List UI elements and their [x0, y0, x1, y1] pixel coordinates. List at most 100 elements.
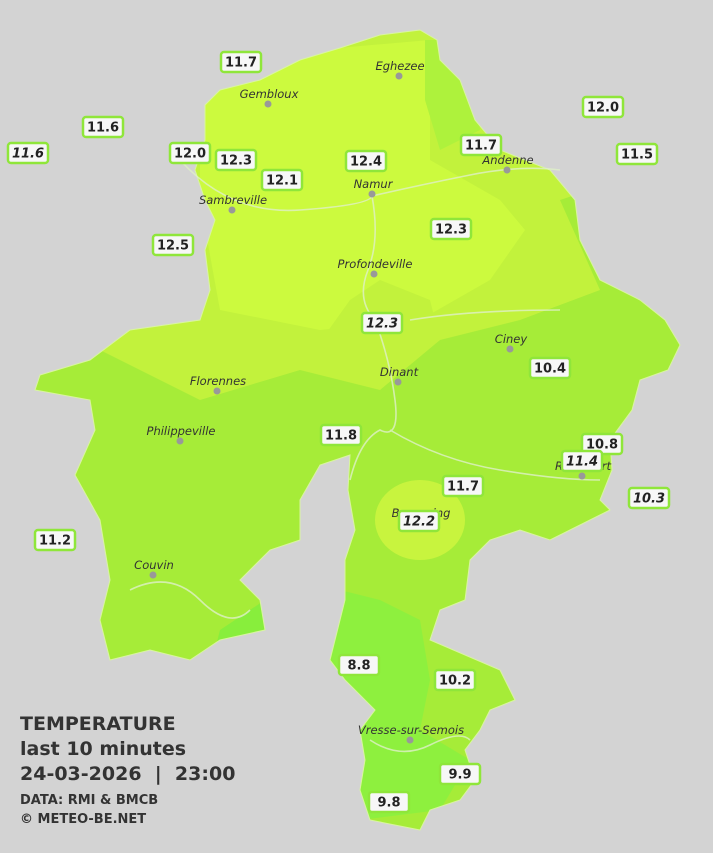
station-box — [429, 217, 473, 241]
legend-datetime: 24-03-2026 | 23:00 — [20, 763, 235, 785]
station: 12.5 — [151, 233, 195, 257]
station: 10.2 — [433, 668, 477, 692]
city-dot — [149, 571, 157, 579]
city-label: Andenne — [481, 153, 533, 167]
station-value: 11.5 — [621, 148, 653, 163]
station-value: 12.0 — [174, 147, 206, 162]
station: 12.0 — [168, 141, 212, 165]
station-value: 12.4 — [350, 155, 382, 170]
station-value: 11.7 — [465, 139, 497, 154]
legend-subtitle: last 10 minutes — [20, 738, 186, 760]
city-dot — [368, 190, 376, 198]
station: 10.3 — [627, 486, 671, 510]
station-box — [397, 509, 441, 533]
city-dot — [395, 72, 403, 80]
city-label: Profondeville — [338, 257, 413, 271]
city-label: Dinant — [380, 365, 419, 379]
station-box — [151, 233, 195, 257]
city-dot — [506, 345, 514, 353]
station-box — [337, 653, 381, 677]
station: 12.2 — [397, 509, 441, 533]
station: 11.5 — [615, 142, 659, 166]
station-value: 11.2 — [39, 534, 71, 549]
station: 12.3 — [429, 217, 473, 241]
station-box — [581, 95, 625, 119]
station-value: 12.3 — [366, 317, 398, 332]
station-box — [214, 148, 258, 172]
station-value: 10.4 — [534, 362, 566, 377]
station-value: 10.2 — [439, 674, 471, 689]
station: 11.4 — [560, 449, 604, 473]
station-box — [360, 311, 404, 335]
station-value: 12.3 — [220, 154, 252, 169]
station: 11.8 — [319, 423, 363, 447]
cities: Eghezee Gembloux Andenne Namur Sambreville Pr… — [134, 59, 612, 744]
legend: TEMPERATURE last 10 minutes 24-03-2026 |… — [20, 713, 235, 827]
station: 11.7 — [459, 133, 503, 157]
legend-source: DATA: RMI & BMCB — [20, 793, 158, 808]
station-value: 9.9 — [448, 768, 471, 783]
city-label: Florennes — [190, 374, 246, 388]
station: 12.1 — [260, 168, 304, 192]
station-box — [33, 528, 77, 552]
station-value: 11.7 — [225, 56, 257, 71]
station-box — [627, 486, 671, 510]
station-box — [219, 50, 263, 74]
city-dot — [394, 378, 402, 386]
station-box — [6, 141, 50, 165]
station-value: 10.3 — [633, 492, 665, 507]
city-label: Ciney — [495, 332, 528, 346]
city-label: Eghezee — [375, 59, 424, 73]
station-value: 11.6 — [87, 121, 119, 136]
station: 12.0 — [581, 95, 625, 119]
station-box — [441, 474, 485, 498]
city-dot — [176, 437, 184, 445]
city-dot — [370, 270, 378, 278]
station-box — [528, 356, 572, 380]
station-value: 12.2 — [403, 515, 435, 530]
station-value: 12.3 — [435, 223, 467, 238]
station-box — [319, 423, 363, 447]
city-dot — [228, 206, 236, 214]
station-value: 11.8 — [325, 429, 357, 444]
city-label: Sambreville — [199, 193, 267, 207]
station-box — [168, 141, 212, 165]
station-value: 12.1 — [266, 174, 298, 189]
station-value: 11.4 — [566, 455, 598, 470]
station: 12.4 — [344, 149, 388, 173]
station: 9.8 — [367, 790, 411, 814]
station-value: 9.8 — [377, 796, 400, 811]
station-box — [433, 668, 477, 692]
station-box — [344, 149, 388, 173]
station-box — [560, 449, 604, 473]
stations: 11.7 11.6 11.6 12.0 12.3 12.1 12.4 11.7 12.0 11.5… — [6, 50, 671, 814]
station-value: 11.7 — [447, 480, 479, 495]
city-dot — [503, 166, 511, 174]
station-value: 8.8 — [347, 659, 370, 674]
legend-title: TEMPERATURE — [20, 713, 176, 735]
station-box — [615, 142, 659, 166]
station: 10.8 — [580, 432, 624, 456]
station: 11.6 — [6, 141, 50, 165]
station: 11.6 — [81, 115, 125, 139]
station: 11.7 — [441, 474, 485, 498]
station: 9.9 — [438, 762, 482, 786]
station-box — [260, 168, 304, 192]
station: 10.4 — [528, 356, 572, 380]
station: 8.8 — [337, 653, 381, 677]
city-label: Gembloux — [240, 87, 299, 101]
station: 11.2 — [33, 528, 77, 552]
legend-credit: © METEO-BE.NET — [20, 812, 146, 827]
station-value: 12.5 — [157, 239, 189, 254]
city-dot — [578, 472, 586, 480]
station-box — [367, 790, 411, 814]
city-label: Couvin — [134, 558, 174, 572]
city-label: Namur — [354, 177, 394, 191]
city-label: Vresse-sur-Semois — [358, 723, 464, 737]
station: 11.7 — [219, 50, 263, 74]
station-box — [81, 115, 125, 139]
station-value: 12.0 — [587, 101, 619, 116]
city-dot — [264, 100, 272, 108]
station-box — [459, 133, 503, 157]
